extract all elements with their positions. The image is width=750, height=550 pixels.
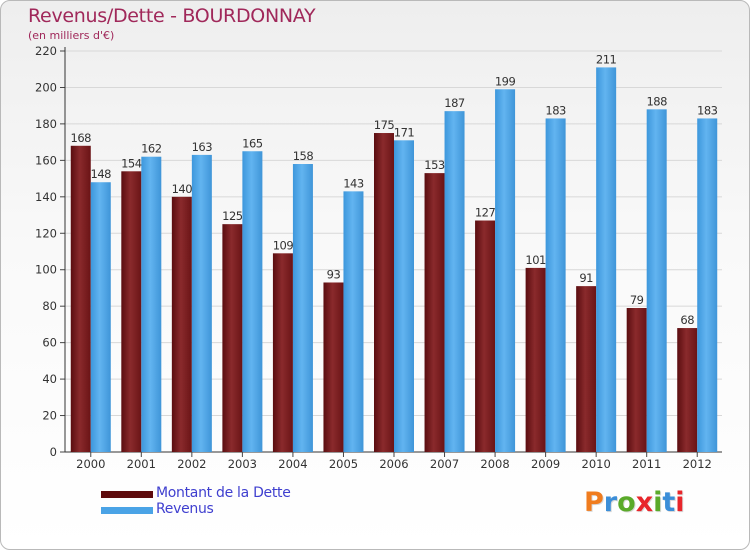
y-tick-label: 60 xyxy=(42,336,57,350)
data-label-revenus: 183 xyxy=(545,103,566,117)
bar-dette xyxy=(475,220,496,452)
x-tick-label: 2001 xyxy=(127,457,156,471)
logo-letter: t xyxy=(662,487,676,518)
data-label-revenus: 162 xyxy=(141,142,162,156)
x-tick-label: 2005 xyxy=(329,457,358,471)
data-label-revenus: 158 xyxy=(293,149,314,163)
x-tick-label: 2010 xyxy=(582,457,611,471)
data-label-revenus: 163 xyxy=(192,140,213,154)
bar-revenus xyxy=(191,154,212,453)
proxiti-logo: Proxiti xyxy=(584,487,685,518)
logo-letter: x xyxy=(635,487,654,518)
logo-letter: r xyxy=(603,487,618,518)
y-tick-label: 200 xyxy=(35,80,57,94)
y-tick-label: 120 xyxy=(35,226,57,240)
bars xyxy=(70,67,718,453)
y-tick-label: 220 xyxy=(35,44,57,58)
bar-revenus xyxy=(343,191,364,452)
legend-swatch-dette xyxy=(101,491,153,498)
bar-dette xyxy=(576,286,597,452)
data-label-revenus: 143 xyxy=(343,176,364,190)
data-label-revenus: 187 xyxy=(444,96,465,110)
bar-dette xyxy=(272,253,293,452)
y-tick-label: 20 xyxy=(42,409,57,423)
data-label-dette: 91 xyxy=(579,271,593,285)
x-tick-label: 2007 xyxy=(430,457,459,471)
data-label-revenus: 211 xyxy=(596,52,617,66)
bar-dette xyxy=(525,267,546,452)
y-tick-label: 100 xyxy=(35,263,57,277)
x-tick-label: 2009 xyxy=(531,457,560,471)
bar-dette xyxy=(121,171,142,453)
chart-title: Revenus/Dette - BOURDONNAY xyxy=(28,5,316,27)
y-tick-label: 80 xyxy=(42,299,57,313)
data-label-dette: 125 xyxy=(222,209,243,223)
bar-revenus xyxy=(141,156,162,452)
data-label-revenus: 199 xyxy=(495,74,516,88)
bar-revenus xyxy=(394,140,414,452)
x-tick-label: 2012 xyxy=(683,457,712,471)
data-label-dette: 93 xyxy=(327,267,341,281)
x-tick-label: 2003 xyxy=(228,457,257,471)
data-label-dette: 109 xyxy=(273,238,294,252)
data-label-revenus: 188 xyxy=(646,94,667,108)
bar-revenus xyxy=(697,118,718,452)
bar-revenus xyxy=(495,89,516,452)
data-label-revenus: 148 xyxy=(91,167,112,181)
logo-letter: o xyxy=(617,487,636,518)
data-label-dette: 153 xyxy=(424,158,445,172)
data-label-dette: 175 xyxy=(374,118,395,132)
data-label-revenus: 171 xyxy=(394,125,415,139)
bar-revenus xyxy=(545,118,566,452)
data-label-dette: 127 xyxy=(475,206,496,220)
chart-subtitle: (en milliers d'€) xyxy=(28,29,115,42)
data-label-dette: 101 xyxy=(525,253,546,267)
bar-dette xyxy=(222,224,243,452)
logo-letter: P xyxy=(584,487,604,518)
bar-revenus xyxy=(646,109,667,452)
y-tick-label: 0 xyxy=(50,445,57,459)
data-label-revenus: 183 xyxy=(697,103,718,117)
y-tick-label: 180 xyxy=(35,117,57,131)
bar-dette xyxy=(374,133,394,453)
bar-dette xyxy=(626,308,647,452)
legend-swatch-revenus xyxy=(101,507,153,514)
x-tick-label: 2011 xyxy=(632,457,661,471)
x-tick-label: 2008 xyxy=(480,457,509,471)
bar-dette xyxy=(677,328,698,452)
data-label-dette: 140 xyxy=(172,182,193,196)
bar-dette xyxy=(323,282,344,452)
bar-revenus xyxy=(90,182,111,452)
legend-label-revenus: Revenus xyxy=(156,501,214,517)
x-tick-label: 2004 xyxy=(278,457,307,471)
bar-revenus xyxy=(444,111,465,453)
bar-dette xyxy=(424,173,445,452)
data-label-dette: 168 xyxy=(71,131,92,145)
logo-letter: i xyxy=(653,487,663,518)
y-tick-label: 140 xyxy=(35,190,57,204)
data-label-dette: 68 xyxy=(680,313,694,327)
bar-dette xyxy=(70,145,91,453)
y-tick-label: 40 xyxy=(42,372,57,386)
logo-letter: i xyxy=(675,487,685,518)
data-label-revenus: 165 xyxy=(242,136,263,150)
x-tick-label: 2000 xyxy=(76,457,105,471)
x-tick-label: 2006 xyxy=(379,457,408,471)
data-label-dette: 154 xyxy=(121,156,142,170)
y-tick-label: 160 xyxy=(35,153,57,167)
legend-label-dette: Montant de la Dette xyxy=(156,485,291,501)
x-tick-label: 2002 xyxy=(177,457,206,471)
bar-dette xyxy=(171,196,192,452)
bar-revenus xyxy=(292,164,313,452)
bar-revenus xyxy=(596,67,617,453)
bar-revenus xyxy=(242,151,263,452)
data-label-dette: 79 xyxy=(630,293,644,307)
